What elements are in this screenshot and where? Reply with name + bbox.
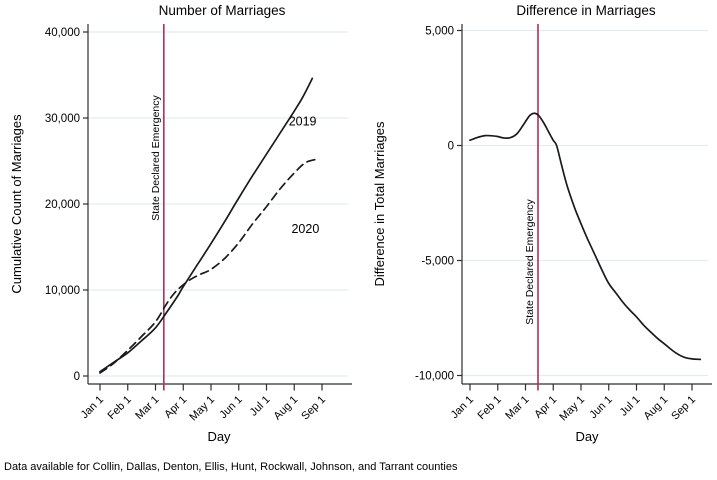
x-tick-label: Jun 1 [587, 394, 615, 422]
series-line-2020 [99, 158, 318, 374]
right-chart-title: Difference in Marriages [516, 3, 656, 18]
y-tick-label: -10,000 [415, 371, 454, 383]
series-label-2020: 2020 [291, 222, 319, 236]
x-tick-label: Aug 1 [642, 394, 671, 423]
x-tick-label: Feb 1 [105, 394, 133, 422]
right-y-axis-title: Difference in Total Marriages [372, 121, 387, 286]
y-tick-label: 0 [448, 141, 454, 153]
y-tick-label: 40,000 [45, 27, 80, 39]
x-tick-label: May 1 [187, 394, 217, 424]
y-tick-label: 20,000 [45, 199, 80, 211]
left-y-axis-title: Cumulative Count of Marriages [9, 114, 24, 294]
left-chart-title: Number of Marriages [159, 3, 286, 18]
left-chart: Number of Marriages Cumulative Count of … [9, 3, 352, 444]
y-tick-label: 0 [74, 371, 80, 383]
x-tick-label: Jul 1 [618, 394, 643, 419]
y-tick-label: -5,000 [421, 256, 454, 268]
x-tick-label: Apr 1 [162, 394, 189, 421]
x-tick-label: Sep 1 [299, 394, 328, 423]
right-chart: Difference in Marriages Difference in To… [372, 3, 712, 444]
x-tick-label: Jul 1 [248, 394, 273, 419]
x-tick-label: Mar 1 [503, 394, 531, 422]
figure-footnote: Data available for Collin, Dallas, Dento… [4, 461, 458, 473]
y-tick-label: 10,000 [45, 285, 80, 297]
left-x-axis-title: Day [207, 429, 231, 444]
left-plot-area: 0 10,000 20,000 30,000 40,000 Jan 1 Feb 1 Mar 1… [45, 24, 352, 423]
emergency-reference-label: State Declared Emergency [150, 95, 162, 221]
series-line-2020-minus-2019-difference [469, 112, 702, 361]
x-tick-label: Jan 1 [79, 394, 107, 422]
y-tick-label: 30,000 [45, 113, 80, 125]
x-tick-label: Aug 1 [272, 394, 301, 423]
x-tick-label: Apr 1 [532, 394, 559, 421]
right-plot-area: 5,000 0 -5,000 -10,000 Jan 1 Feb 1 Mar 1 Apr 1M… [415, 24, 712, 423]
y-tick-label: 5,000 [425, 26, 454, 38]
emergency-reference-label: State Declared Emergency [524, 199, 536, 325]
x-tick-label: Mar 1 [133, 394, 161, 422]
x-tick-label: Jan 1 [449, 394, 477, 422]
x-tick-label: Jun 1 [217, 394, 245, 422]
series-label-2019: 2019 [289, 114, 317, 128]
x-tick-label: Sep 1 [669, 394, 698, 423]
x-tick-label: May 1 [557, 394, 587, 424]
charts-svg: Number of Marriages Cumulative Count of … [9, 3, 712, 444]
series-line-2019 [99, 77, 314, 373]
right-x-axis-title: Day [575, 429, 599, 444]
x-tick-label: Feb 1 [475, 394, 503, 422]
